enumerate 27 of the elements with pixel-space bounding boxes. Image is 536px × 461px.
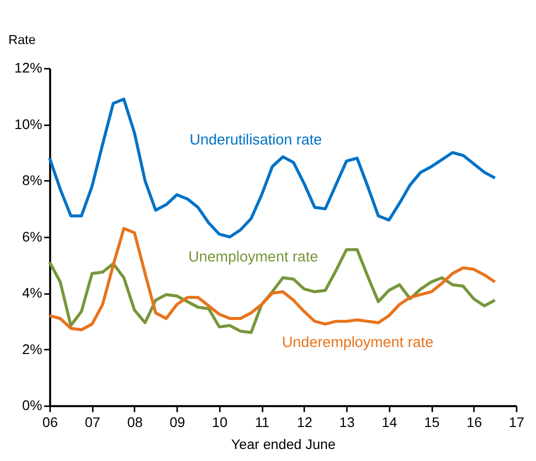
line-series — [48, 227, 496, 332]
y-tick-label: 12% — [14, 60, 42, 76]
x-tick-label: 11 — [254, 414, 270, 430]
y-tick-label: 0% — [22, 397, 42, 414]
x-tick-label: 12 — [296, 414, 313, 430]
x-axis-title: Year ended June — [231, 436, 336, 452]
y-tick-label: 10% — [14, 116, 42, 132]
series-label: Underemployment rate — [282, 335, 434, 352]
y-tick-label: 6% — [22, 228, 42, 244]
x-tick-label: 09 — [170, 414, 186, 430]
x-tick-label: 17 — [508, 414, 525, 430]
x-tick-label: 06 — [42, 414, 58, 430]
x-tick-label: 15 — [424, 414, 440, 430]
line-series — [48, 248, 496, 334]
y-tick-label: 4% — [22, 284, 42, 301]
y-tick-label: 2% — [22, 340, 42, 357]
x-tick-label: 10 — [212, 414, 228, 430]
x-tick-label: 08 — [127, 414, 143, 430]
x-tick-label: 16 — [466, 414, 482, 430]
x-tick-label: 13 — [339, 414, 355, 430]
line-series — [48, 98, 496, 238]
y-tick-label: 8% — [22, 172, 42, 188]
series-label: Unemployment rate — [188, 250, 318, 266]
x-tick-label: 07 — [84, 414, 101, 430]
x-tick-label: 14 — [382, 414, 398, 430]
series-label: Underutilisation rate — [190, 132, 322, 148]
y-axis-title: Rate — [8, 32, 36, 47]
